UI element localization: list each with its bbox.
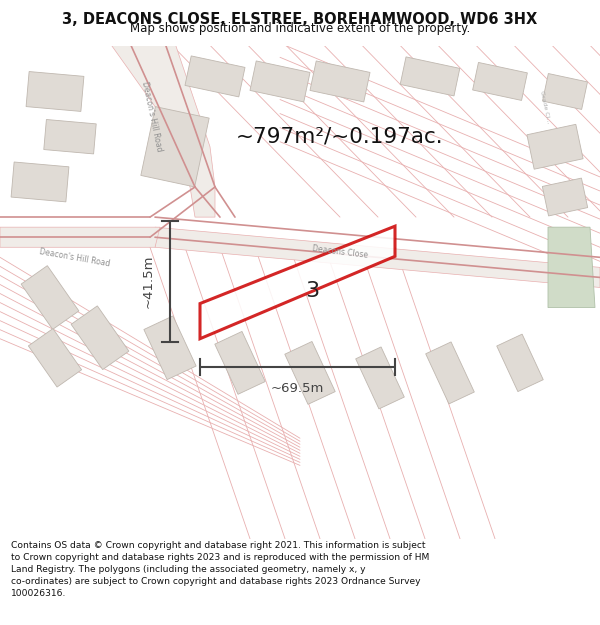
Text: Deacons Close: Deacons Close: [311, 244, 368, 260]
Polygon shape: [548, 227, 595, 308]
Polygon shape: [285, 341, 335, 404]
Polygon shape: [0, 227, 160, 248]
Text: ~69.5m: ~69.5m: [271, 382, 324, 396]
Polygon shape: [71, 306, 129, 369]
Polygon shape: [144, 316, 196, 379]
Text: Grade Cl...: Grade Cl...: [539, 90, 551, 123]
Text: ~41.5m: ~41.5m: [142, 255, 155, 308]
Text: Deacon's Hill Road: Deacon's Hill Road: [140, 81, 164, 152]
Text: 3, DEACONS CLOSE, ELSTREE, BOREHAMWOOD, WD6 3HX: 3, DEACONS CLOSE, ELSTREE, BOREHAMWOOD, …: [62, 11, 538, 26]
Polygon shape: [44, 119, 96, 154]
Polygon shape: [473, 62, 527, 101]
Polygon shape: [28, 329, 82, 387]
Polygon shape: [215, 331, 265, 394]
Polygon shape: [200, 226, 395, 339]
Polygon shape: [21, 266, 79, 329]
Polygon shape: [11, 162, 69, 202]
Text: Contains OS data © Crown copyright and database right 2021. This information is : Contains OS data © Crown copyright and d…: [11, 541, 429, 598]
Text: Map shows position and indicative extent of the property.: Map shows position and indicative extent…: [130, 22, 470, 34]
Polygon shape: [425, 342, 475, 404]
Text: 3: 3: [305, 281, 320, 301]
Polygon shape: [356, 347, 404, 409]
Polygon shape: [527, 124, 583, 169]
Polygon shape: [497, 334, 543, 392]
Polygon shape: [185, 56, 245, 97]
Polygon shape: [141, 107, 209, 187]
Polygon shape: [26, 71, 84, 111]
Polygon shape: [110, 43, 215, 217]
Text: Deacon's Hill Road: Deacon's Hill Road: [39, 247, 111, 268]
Polygon shape: [250, 61, 310, 102]
Polygon shape: [542, 178, 587, 216]
Polygon shape: [542, 74, 587, 109]
Polygon shape: [310, 61, 370, 102]
Polygon shape: [400, 57, 460, 96]
Polygon shape: [155, 227, 600, 288]
Text: ~797m²/~0.197ac.: ~797m²/~0.197ac.: [236, 127, 444, 147]
